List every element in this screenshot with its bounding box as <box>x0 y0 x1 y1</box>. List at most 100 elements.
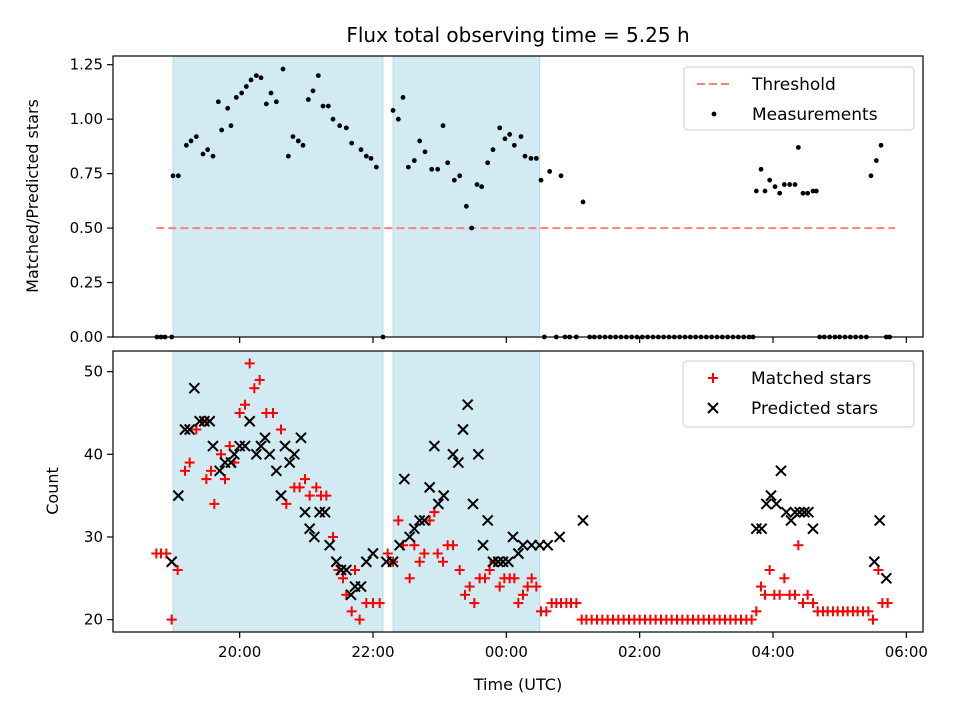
x-marker-b <box>308 531 321 543</box>
matched-star-point <box>166 614 177 625</box>
measurement-point <box>373 164 379 170</box>
matched-star-point <box>254 374 265 385</box>
measurement-point <box>781 182 787 187</box>
matched-star-point <box>240 399 250 410</box>
matched-star-point <box>494 581 505 592</box>
predicted-star-point <box>340 564 353 576</box>
x-marker-b <box>228 448 241 461</box>
x-marker-b <box>765 489 777 502</box>
observing-span-2 <box>392 55 541 338</box>
predicted-star-point <box>760 498 773 510</box>
measurement-point <box>188 138 194 144</box>
predicted-star-point <box>193 415 206 427</box>
matched-star-point <box>311 482 322 493</box>
measurement-point <box>533 155 539 161</box>
matched-star-point <box>764 565 775 576</box>
predicted-star-point <box>512 547 525 560</box>
predicted-star-point <box>188 382 201 394</box>
x-marker-b <box>270 465 283 477</box>
bottom-y-axis-label: Count <box>43 467 62 515</box>
y-tick-label: 20 <box>84 611 103 629</box>
x-marker-b <box>785 514 797 527</box>
matched-star-point <box>276 424 286 435</box>
x-marker-b <box>393 539 406 551</box>
matched-star-point <box>541 606 552 617</box>
measurement-point <box>463 203 469 209</box>
predicted-star-point <box>283 456 296 469</box>
x-marker-b <box>225 456 237 469</box>
x-marker-b <box>165 556 178 568</box>
measurement-point <box>469 225 475 231</box>
x-marker-b <box>179 423 191 436</box>
x-marker-b <box>183 423 196 436</box>
y-tick-label: 0.25 <box>70 274 103 292</box>
predicted-star-point <box>330 556 343 568</box>
matched-star-point <box>220 474 230 485</box>
measurement-point <box>263 101 269 107</box>
measurement-point <box>290 134 296 139</box>
measurement-point <box>878 142 884 148</box>
matched-star-point <box>321 490 332 501</box>
predicted-star-point <box>477 539 489 551</box>
measurement-point <box>193 134 199 139</box>
predicted-star-point <box>553 531 566 543</box>
predicted-star-point <box>355 580 367 593</box>
measurement-point <box>228 123 234 129</box>
x-marker-b <box>512 547 525 560</box>
predicted-star-point <box>225 456 237 469</box>
measurement-point <box>490 147 496 153</box>
predicted-star-point <box>517 539 529 551</box>
measurement-point <box>507 132 513 137</box>
predicted-star-point <box>319 506 331 518</box>
matched-star-point <box>346 606 357 617</box>
measurement-point <box>243 84 249 89</box>
matched-star-point <box>404 573 415 584</box>
x-marker-b <box>355 580 367 593</box>
predicted-star-point <box>492 556 505 568</box>
predicted-star-point <box>203 415 216 427</box>
predicted-star-point <box>457 423 469 436</box>
matched-star-point <box>518 589 528 600</box>
matched-star-point <box>419 548 430 559</box>
x-marker-b <box>880 572 893 584</box>
predicted-star-point <box>793 506 806 518</box>
predicted-star-point <box>413 514 426 527</box>
x-marker-b <box>707 402 719 414</box>
matched-star-point <box>350 565 360 576</box>
measurement-point <box>300 142 306 148</box>
matched-star-point <box>234 407 245 418</box>
x-marker-b <box>452 456 465 469</box>
x-marker-b <box>213 465 226 477</box>
matched-star-point <box>328 531 338 542</box>
matched-star-point <box>281 498 292 509</box>
measurement-point <box>511 142 517 148</box>
matched-star-point <box>774 589 785 600</box>
y-tick-label: 30 <box>84 528 103 546</box>
x-marker-b <box>437 489 450 502</box>
predicted-star-point <box>873 514 886 527</box>
x-marker-b <box>295 432 307 444</box>
x-marker-b <box>283 456 296 469</box>
x-marker-b <box>207 440 219 452</box>
matched-star-point <box>808 598 818 609</box>
matched-star-point <box>249 383 260 394</box>
x-marker-b <box>263 448 276 461</box>
x-marker-b <box>360 556 373 568</box>
predicted-star-point <box>263 448 276 461</box>
measurement-point <box>758 166 764 172</box>
x-marker-b <box>553 531 566 543</box>
predicted-stars-series <box>165 382 893 601</box>
predicted-star-point <box>398 473 411 485</box>
predicted-star-point <box>295 432 307 444</box>
predicted-star-point <box>183 423 196 436</box>
x-marker-b <box>418 514 431 527</box>
predicted-star-point <box>423 481 436 494</box>
legend-box <box>682 360 915 428</box>
measurement-point <box>787 182 793 187</box>
predicted-star-point <box>452 456 465 469</box>
x-marker-b <box>408 522 421 535</box>
predicted-star-point <box>502 556 515 568</box>
measurement-point <box>310 88 316 94</box>
measurement-point <box>502 136 508 142</box>
x-marker-b <box>868 556 881 568</box>
